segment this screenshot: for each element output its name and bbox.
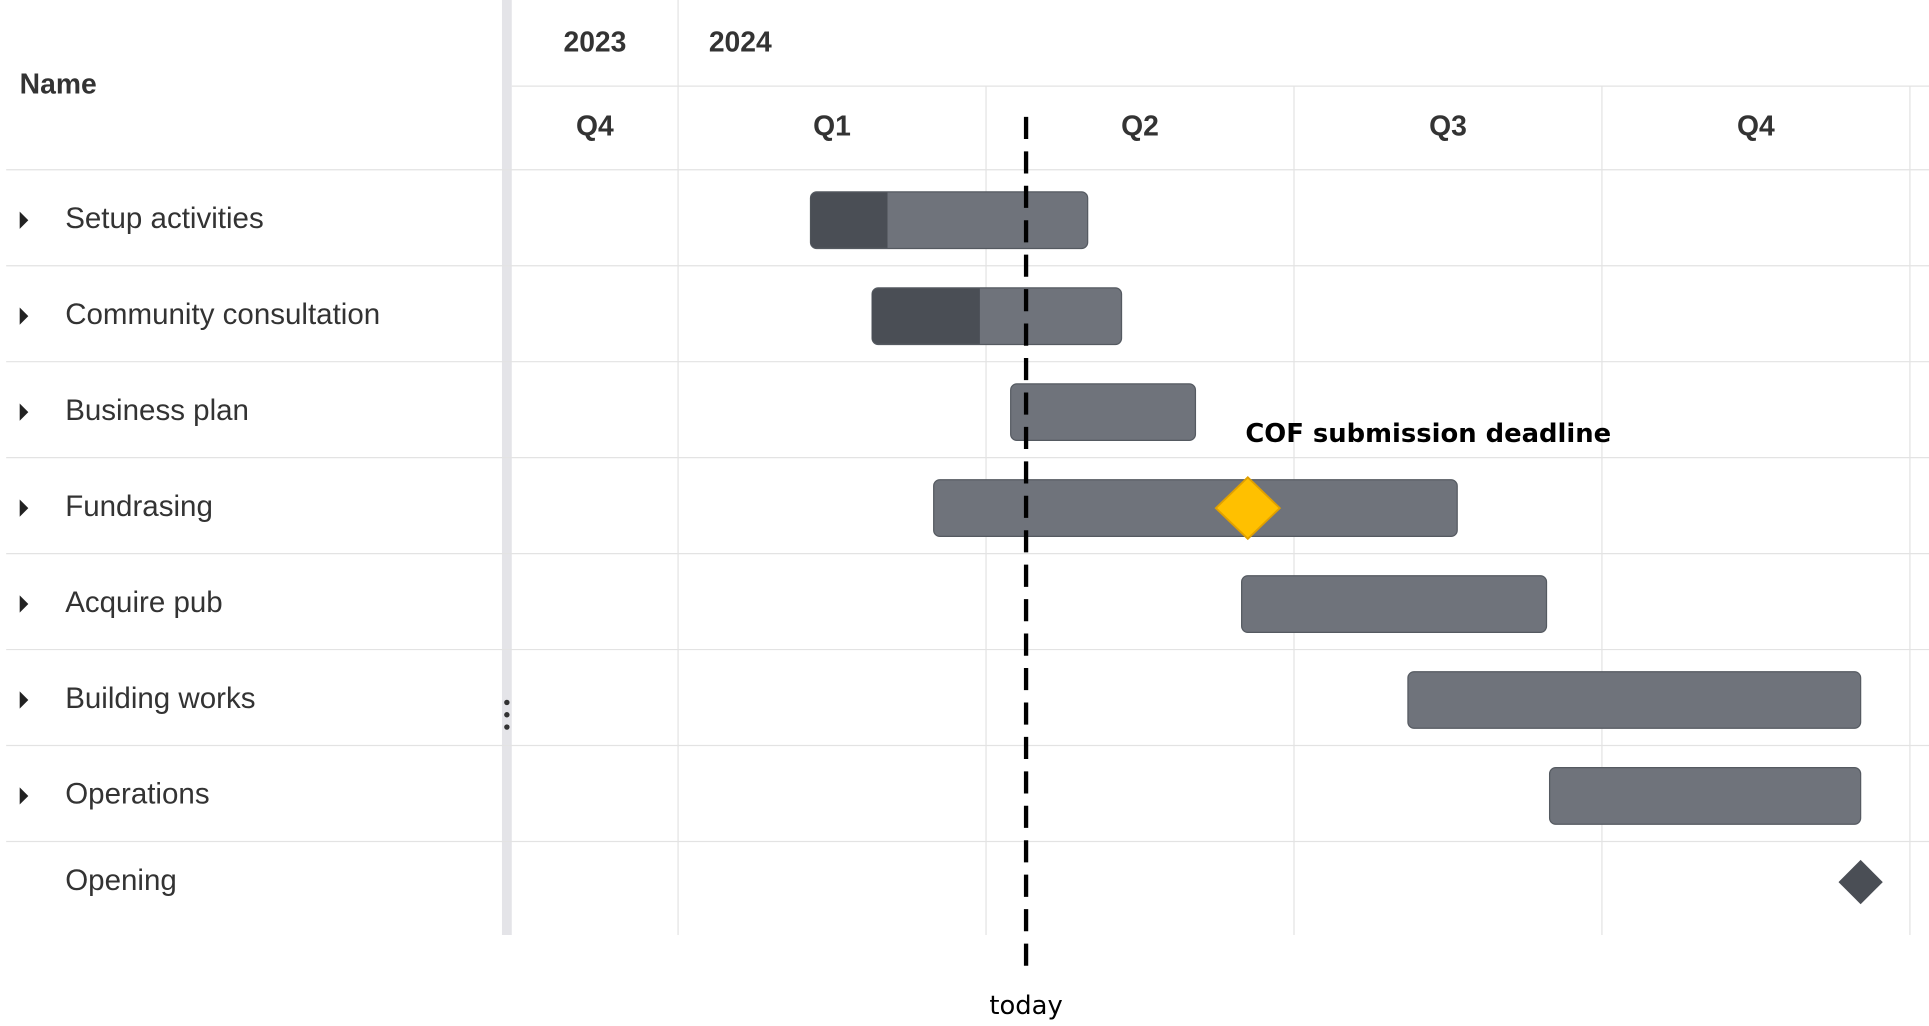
marker [1214,476,1282,541]
expand-arrow[interactable] [19,499,29,517]
expand-arrow[interactable] [19,595,29,613]
splitter-dot [504,712,510,718]
year-label: 2024 [709,26,772,58]
name-header: Name [20,68,97,100]
task-name: Community consultation [65,298,380,331]
quarter-label: Q1 [813,109,851,141]
splitter-dot [504,724,510,730]
task-name: Opening [65,864,177,897]
task-bar [933,479,1458,537]
marker-label: COF submission deadline [1245,419,1611,449]
task-bar [1407,671,1862,729]
expand-arrow[interactable] [19,691,29,709]
expand-arrow[interactable] [19,403,29,421]
quarter-label: Q3 [1429,109,1467,141]
task-name: Operations [65,778,209,811]
task-name: Fundrasing [65,490,213,523]
task-bar [1010,383,1197,442]
year-label: 2023 [563,26,626,58]
task-name: Acquire pub [65,586,223,619]
task-name: Business plan [65,394,249,427]
today-label: today [989,991,1062,1021]
splitter-dot [504,699,510,706]
task-name: Building works [65,682,255,715]
expand-arrow[interactable] [19,787,29,805]
quarter-label: Q2 [1121,109,1159,141]
quarter-label: Q4 [576,109,614,141]
task-bar [1241,575,1548,633]
expand-arrow[interactable] [19,211,29,229]
task-progress [872,288,980,344]
quarter-label: Q4 [1737,109,1775,141]
expand-arrow[interactable] [19,307,29,325]
milestone [1838,859,1883,905]
task-name: Setup activities [65,202,264,235]
task-bar [1548,767,1862,825]
task-progress [810,192,888,248]
splitter[interactable] [501,0,512,935]
